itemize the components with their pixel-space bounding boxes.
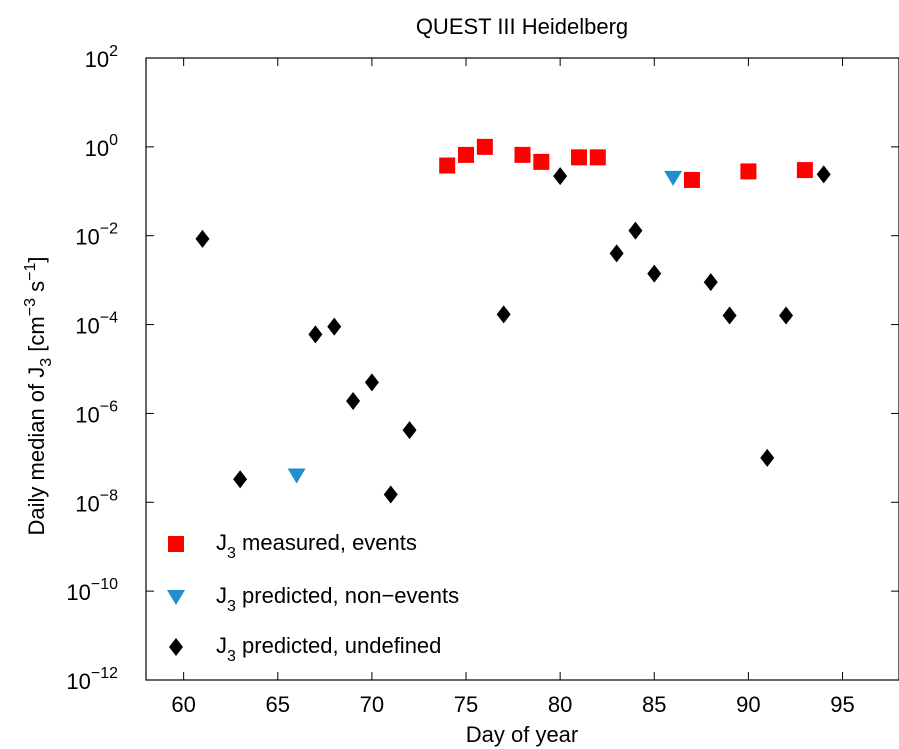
plot-area xyxy=(145,57,899,681)
data-point-diamond xyxy=(628,221,643,240)
data-point-diamond xyxy=(816,165,831,184)
y-tick-exponent: −2 xyxy=(100,221,118,238)
y-tick-label: 10−4 xyxy=(75,310,118,339)
y-tick-base: 10 xyxy=(75,225,99,250)
data-point-square xyxy=(458,146,475,163)
y-tick-base: 10 xyxy=(85,136,109,161)
y-axis-title: Daily median of J3 [cm−3 s−1] xyxy=(22,257,55,536)
data-point-diamond xyxy=(609,244,624,263)
y-tick-label: 10−12 xyxy=(66,665,118,694)
y-axis-title-subscript: 3 xyxy=(38,358,55,367)
data-point-diamond xyxy=(195,229,210,248)
y-axis-title-exp2: −1 xyxy=(22,263,39,281)
y-tick-label: 100 xyxy=(85,132,118,161)
data-point-diamond xyxy=(779,306,794,325)
y-tick-base: 10 xyxy=(85,47,109,72)
data-point-square xyxy=(439,157,456,174)
data-point-diamond xyxy=(383,485,398,504)
legend-label: J3 measured, events xyxy=(216,530,417,562)
data-point-square xyxy=(796,162,813,179)
y-axis-title-unit-open: [cm xyxy=(24,316,49,358)
legend-label-subscript: 3 xyxy=(227,648,236,665)
data-point-diamond xyxy=(233,470,248,489)
legend-label: J3 predicted, non−events xyxy=(216,583,459,615)
data-point-diamond xyxy=(402,421,417,440)
y-tick-base: 10 xyxy=(66,580,90,605)
y-axis-title-exp1: −3 xyxy=(22,298,39,316)
legend-label-subscript: 3 xyxy=(227,598,236,615)
data-point-square xyxy=(740,163,757,180)
x-tick-label: 70 xyxy=(360,692,384,717)
data-point-diamond xyxy=(722,306,737,325)
y-tick-exponent: 0 xyxy=(109,132,118,149)
legend-label-main: J xyxy=(216,530,227,555)
data-point-square xyxy=(589,149,606,166)
legend-label: J3 predicted, undefined xyxy=(216,633,441,665)
legend-marker-triangle-down xyxy=(167,590,185,605)
x-tick-label: 90 xyxy=(736,692,760,717)
legend-label-rest: measured, events xyxy=(236,530,417,555)
y-axis-title-base: Daily median of J xyxy=(24,367,49,536)
legend-marker-diamond xyxy=(169,638,183,656)
data-markers xyxy=(195,138,831,504)
y-tick-exponent: −8 xyxy=(100,487,118,504)
data-point-triangle-down xyxy=(287,468,306,484)
y-axis-title-mid: s xyxy=(24,281,49,298)
legend-label-rest: predicted, non−events xyxy=(236,583,459,608)
data-point-diamond xyxy=(346,392,361,411)
data-point-square xyxy=(514,146,531,163)
x-tick-label: 60 xyxy=(171,692,195,717)
y-tick-base: 10 xyxy=(75,314,99,339)
data-point-diamond xyxy=(553,167,568,186)
x-tick-label: 65 xyxy=(266,692,290,717)
data-point-diamond xyxy=(364,373,379,392)
data-point-square xyxy=(476,138,493,155)
x-axis-title: Day of year xyxy=(466,722,579,747)
x-tick-label: 95 xyxy=(830,692,854,717)
chart-title: QUEST III Heidelberg xyxy=(416,14,628,39)
y-tick-exponent: −12 xyxy=(91,665,118,682)
x-tick-label: 85 xyxy=(642,692,666,717)
data-point-square xyxy=(570,149,587,166)
y-tick-base: 10 xyxy=(66,669,90,694)
y-axis-title-unit-close: ] xyxy=(24,257,49,263)
y-tick-exponent: −4 xyxy=(100,310,118,327)
y-tick-label: 10−10 xyxy=(66,576,118,605)
legend-label-subscript: 3 xyxy=(227,545,236,562)
x-tick-label: 80 xyxy=(548,692,572,717)
x-axis: 60 65 70 75 80 85 90 95 xyxy=(171,58,855,717)
y-tick-label: 10−8 xyxy=(75,487,118,516)
data-point-diamond xyxy=(760,448,775,467)
data-point-diamond xyxy=(647,264,662,283)
data-point-square xyxy=(533,153,550,170)
y-tick-exponent: 2 xyxy=(109,43,118,60)
data-point-diamond xyxy=(703,273,718,292)
legend-marker-square xyxy=(168,536,184,552)
data-point-diamond xyxy=(308,325,323,344)
y-tick-label: 10−6 xyxy=(75,398,118,427)
data-point-diamond xyxy=(496,305,511,324)
y-tick-label: 102 xyxy=(85,43,118,72)
legend-label-rest: predicted, undefined xyxy=(236,633,442,658)
legend-label-main: J xyxy=(216,633,227,658)
y-tick-exponent: −10 xyxy=(91,576,118,593)
data-point-triangle-down xyxy=(664,170,683,186)
y-tick-base: 10 xyxy=(75,491,99,516)
x-tick-label: 75 xyxy=(454,692,478,717)
data-point-diamond xyxy=(327,317,342,336)
legend-label-main: J xyxy=(216,583,227,608)
y-tick-base: 10 xyxy=(75,402,99,427)
y-tick-label: 10−2 xyxy=(75,221,118,250)
data-point-square xyxy=(683,171,700,188)
y-tick-exponent: −6 xyxy=(100,398,118,415)
